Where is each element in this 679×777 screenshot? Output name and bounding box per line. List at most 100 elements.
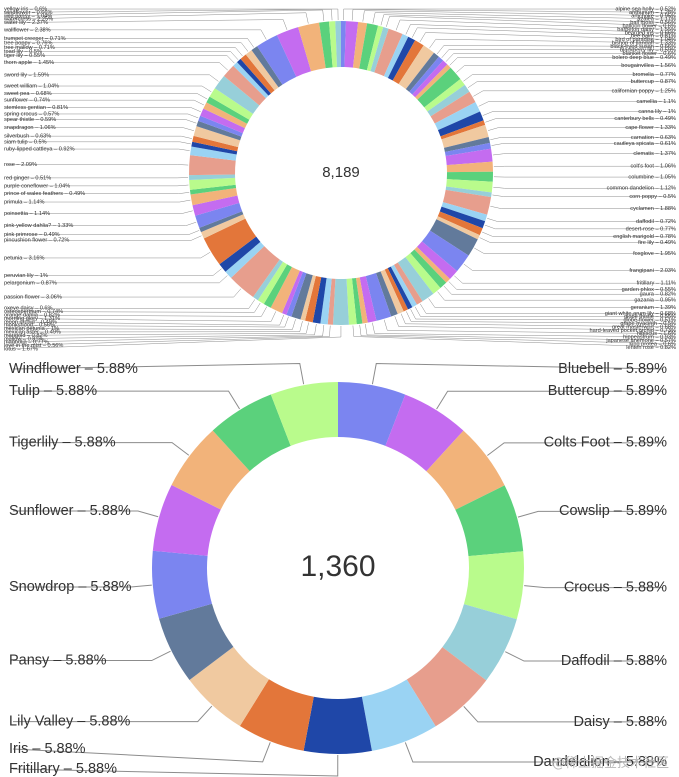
slice-46[interactable]: [384, 268, 409, 312]
slice-14[interactable]: [412, 60, 448, 98]
slice-102[interactable]: [335, 21, 341, 68]
slice-28[interactable]: [446, 171, 493, 182]
slice-22[interactable]: [440, 120, 486, 140]
slice-30[interactable]: [445, 186, 492, 198]
slice-9[interactable]: [303, 696, 372, 754]
slice-78[interactable]: [189, 174, 236, 180]
slice-50[interactable]: [359, 276, 377, 323]
slice-65[interactable]: [257, 261, 288, 304]
slice-62[interactable]: [281, 270, 303, 315]
slice-79[interactable]: [189, 155, 236, 176]
slice-17[interactable]: [424, 78, 465, 112]
slice-1[interactable]: [341, 21, 346, 68]
slice-5[interactable]: [463, 551, 524, 620]
slice-77[interactable]: [189, 177, 236, 190]
slice-97[interactable]: [257, 35, 297, 85]
slice-91[interactable]: [223, 65, 266, 106]
slice-96[interactable]: [251, 46, 283, 88]
slice-8[interactable]: [383, 34, 409, 78]
slice-84[interactable]: [196, 120, 242, 141]
slice-12[interactable]: [159, 603, 234, 680]
slice-80[interactable]: [190, 146, 237, 161]
slice-2[interactable]: [344, 21, 359, 68]
slice-4[interactable]: [455, 485, 524, 557]
slice-87[interactable]: [203, 102, 248, 129]
slice-2[interactable]: [385, 394, 464, 472]
slice-41[interactable]: [405, 253, 441, 294]
slice-76[interactable]: [189, 184, 237, 195]
slice-56[interactable]: [320, 278, 332, 325]
slice-86[interactable]: [200, 108, 245, 134]
slice-9[interactable]: [387, 36, 416, 81]
slice-74[interactable]: [192, 195, 240, 216]
slice-90[interactable]: [214, 76, 260, 114]
slice-59[interactable]: [300, 275, 316, 321]
slice-10[interactable]: [239, 679, 314, 751]
slice-88[interactable]: [206, 96, 250, 124]
slice-6[interactable]: [370, 26, 389, 73]
slice-17[interactable]: [270, 382, 338, 446]
slice-1[interactable]: [338, 382, 406, 446]
slice-58[interactable]: [305, 275, 322, 323]
slice-44[interactable]: [390, 264, 417, 308]
slice-8[interactable]: [361, 679, 436, 751]
slice-92[interactable]: [233, 62, 269, 99]
slice-70[interactable]: [203, 218, 257, 265]
slice-99[interactable]: [298, 22, 326, 72]
slice-55[interactable]: [327, 278, 336, 325]
slice-68[interactable]: [225, 241, 265, 278]
slice-47[interactable]: [380, 269, 404, 315]
slice-27[interactable]: [446, 161, 493, 173]
slice-67[interactable]: [230, 246, 280, 297]
slice-54[interactable]: [332, 278, 349, 326]
slice-95[interactable]: [245, 50, 279, 91]
slice-57[interactable]: [312, 277, 327, 324]
slice-35[interactable]: [436, 216, 480, 240]
slice-53[interactable]: [346, 278, 357, 325]
slice-89[interactable]: [209, 88, 254, 120]
slice-19[interactable]: [430, 91, 476, 124]
slice-66[interactable]: [253, 259, 283, 301]
slice-75[interactable]: [190, 188, 238, 206]
slice-71[interactable]: [200, 214, 246, 239]
slice-7[interactable]: [406, 647, 487, 727]
slice-18[interactable]: [427, 84, 470, 117]
slice-38[interactable]: [416, 241, 458, 279]
slice-36[interactable]: [430, 219, 478, 256]
slice-51[interactable]: [355, 277, 368, 324]
slice-11[interactable]: [189, 646, 269, 727]
slice-15[interactable]: [415, 64, 451, 100]
slice-69[interactable]: [219, 236, 261, 272]
slice-13[interactable]: [152, 550, 212, 619]
slice-32[interactable]: [441, 202, 488, 222]
slice-26[interactable]: [445, 148, 493, 166]
slice-15[interactable]: [171, 430, 250, 510]
slice-13[interactable]: [409, 56, 444, 95]
slice-83[interactable]: [193, 126, 241, 148]
slice-52[interactable]: [351, 277, 363, 325]
slice-25[interactable]: [444, 142, 492, 157]
slice-73[interactable]: [195, 202, 243, 228]
slice-39[interactable]: [414, 246, 450, 283]
slice-72[interactable]: [199, 211, 244, 233]
slice-5[interactable]: [366, 25, 384, 72]
slice-64[interactable]: [263, 264, 292, 308]
slice-98[interactable]: [276, 27, 312, 77]
slice-24[interactable]: [443, 137, 490, 153]
slice-31[interactable]: [442, 189, 492, 215]
slice-33[interactable]: [439, 206, 486, 229]
slice-23[interactable]: [441, 124, 489, 148]
slice-16[interactable]: [212, 394, 291, 472]
slice-6[interactable]: [442, 604, 517, 681]
slice-3[interactable]: [352, 21, 368, 69]
slice-4[interactable]: [359, 23, 379, 71]
slice-60[interactable]: [291, 273, 313, 320]
slice-45[interactable]: [387, 266, 413, 310]
slice-16[interactable]: [417, 67, 461, 108]
slice-21[interactable]: [437, 111, 484, 137]
slice-37[interactable]: [421, 230, 469, 272]
slice-12[interactable]: [405, 52, 439, 92]
slice-20[interactable]: [434, 102, 481, 131]
slice-101[interactable]: [328, 21, 338, 68]
slice-10[interactable]: [392, 40, 424, 85]
